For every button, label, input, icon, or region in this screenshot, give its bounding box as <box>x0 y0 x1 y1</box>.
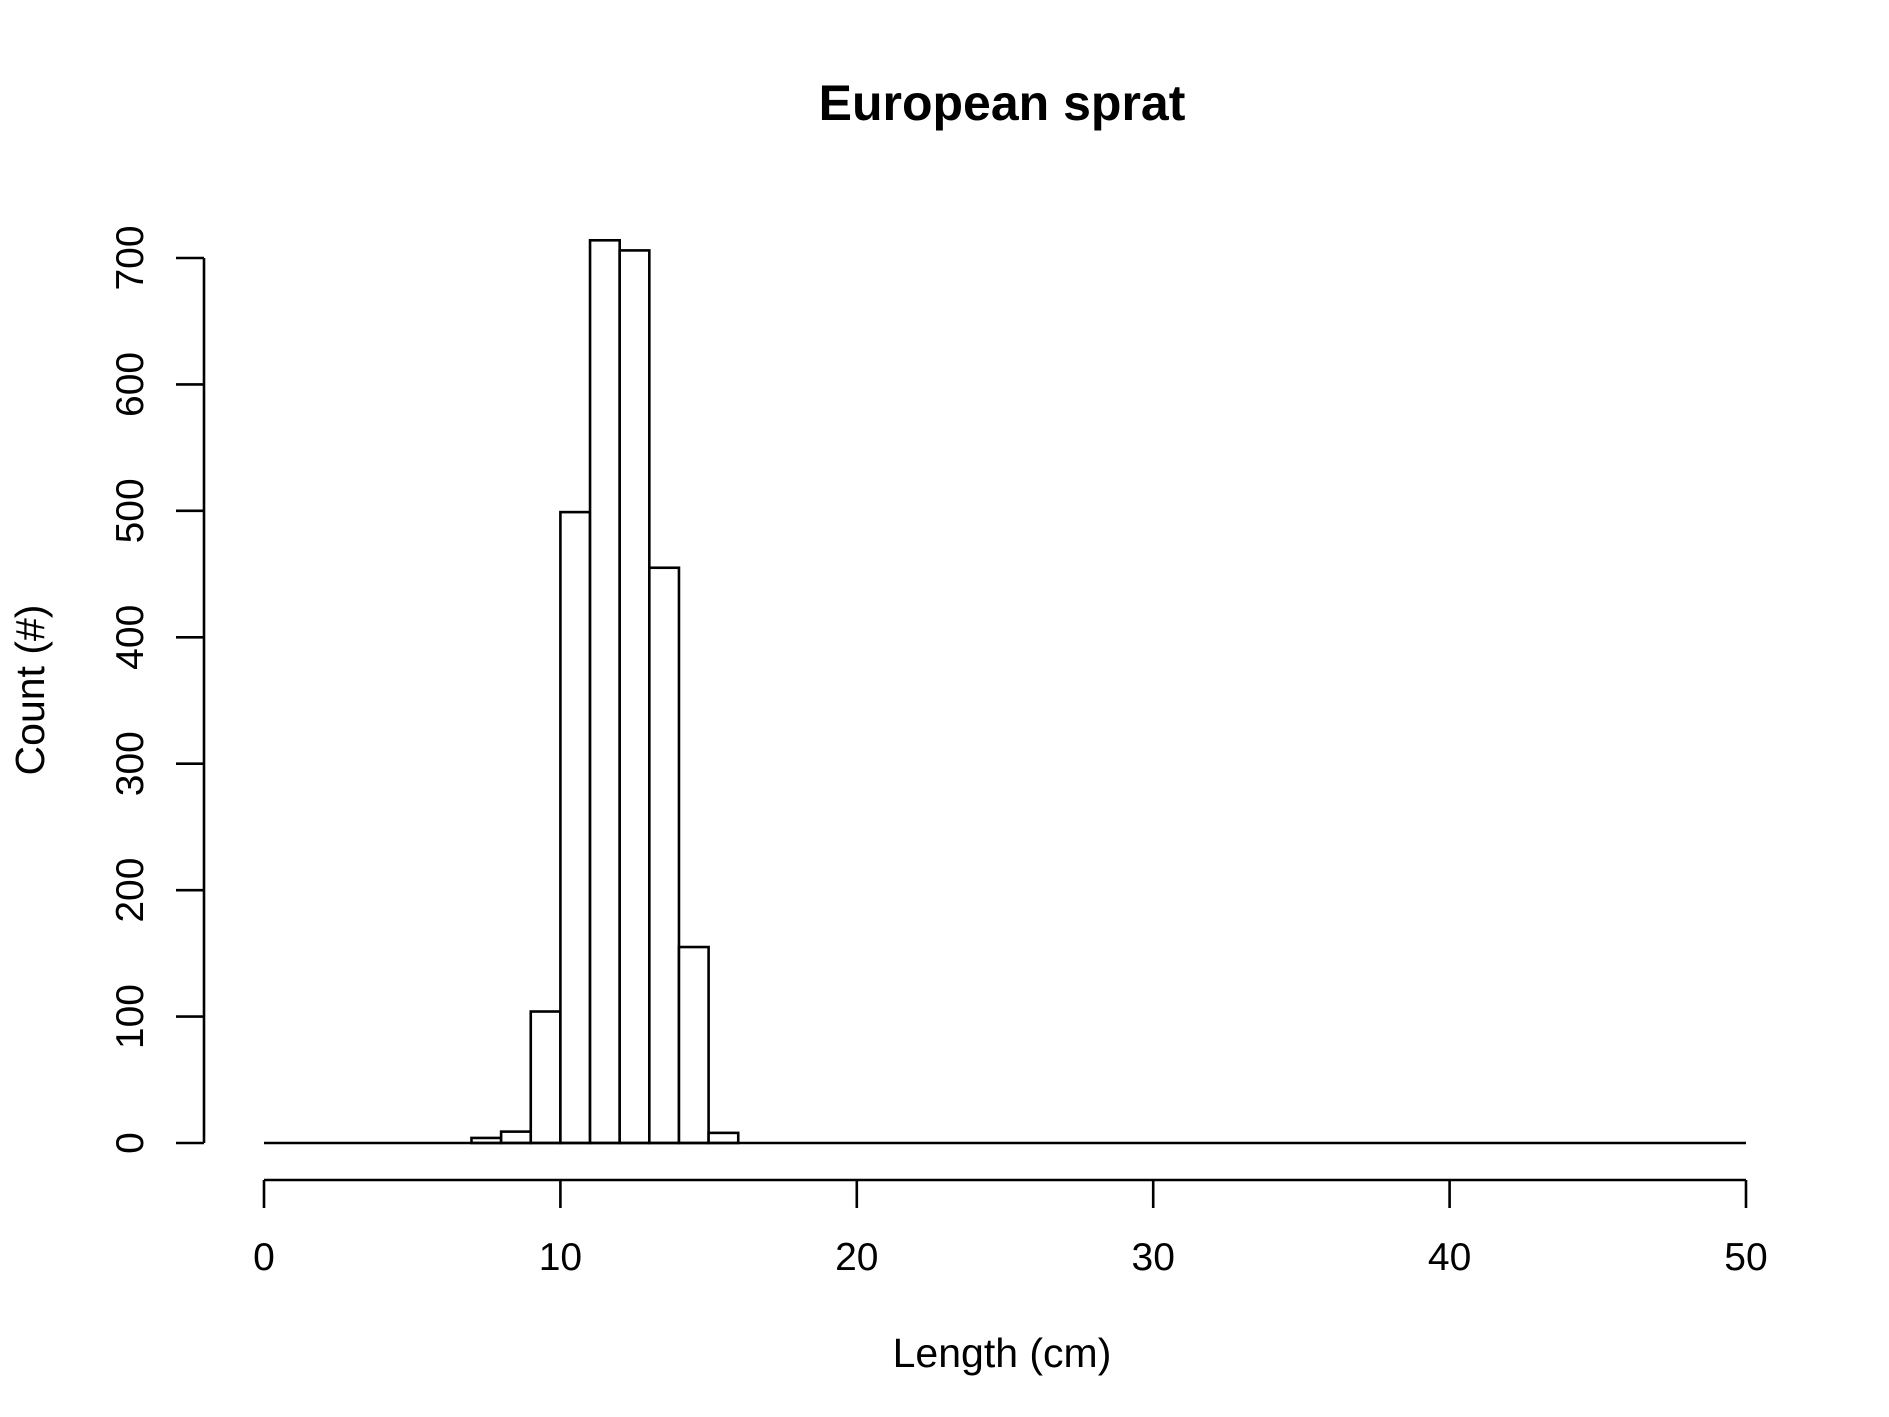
histogram-bars <box>470 239 740 1145</box>
x-tick-label-50: 50 <box>1724 1236 1767 1279</box>
x-axis: 0 10 20 30 40 50 <box>253 1178 1768 1279</box>
y-tick-label-300: 300 <box>109 731 152 796</box>
y-tick-label-500: 500 <box>109 478 152 543</box>
histogram-bar-15-16 <box>707 1131 740 1145</box>
chart-title: European sprat <box>819 75 1186 131</box>
y-tick-label-600: 600 <box>109 352 152 417</box>
x-tick-label-30: 30 <box>1132 1236 1175 1279</box>
histogram-bar-8-9 <box>499 1130 533 1145</box>
histogram-bar-13-14 <box>648 566 681 1145</box>
x-tick-label-10: 10 <box>539 1236 582 1279</box>
histogram-bar-9-10 <box>529 1010 562 1145</box>
y-tick-label-200: 200 <box>109 858 152 923</box>
y-tick-label-700: 700 <box>109 225 152 290</box>
y-tick-label-0: 0 <box>109 1132 152 1154</box>
y-tick-label-100: 100 <box>109 984 152 1049</box>
histogram-bar-11-12 <box>588 239 621 1145</box>
x-axis-label: Length (cm) <box>893 1330 1112 1376</box>
x-tick-label-40: 40 <box>1428 1236 1471 1279</box>
x-tick-label-20: 20 <box>835 1236 878 1279</box>
x-tick-label-0: 0 <box>253 1236 275 1279</box>
histogram-bar-10-11 <box>559 510 592 1145</box>
y-axis-label: Count (#) <box>7 605 53 776</box>
y-tick-label-400: 400 <box>109 605 152 670</box>
y-axis: 0 100 200 300 400 500 600 700 <box>109 225 206 1154</box>
histogram-bar-14-15 <box>677 945 710 1145</box>
histogram-bar-12-13 <box>618 249 651 1145</box>
